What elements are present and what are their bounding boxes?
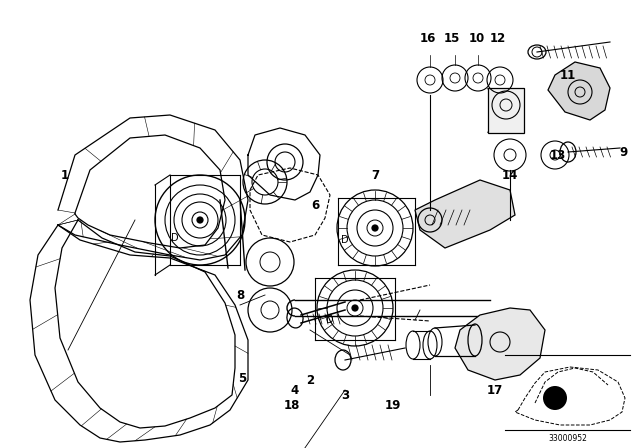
Bar [488,88,524,133]
Text: 4: 4 [291,383,299,396]
Circle shape [543,386,567,410]
Text: 1: 1 [61,168,69,181]
Circle shape [197,217,203,223]
Text: 11: 11 [560,69,576,82]
Text: 10: 10 [469,31,485,44]
Text: 6: 6 [311,198,319,211]
Text: 13: 13 [550,148,566,161]
Text: 14: 14 [502,168,518,181]
Circle shape [372,225,378,231]
Text: 16: 16 [420,31,436,44]
Text: D: D [171,233,179,243]
Text: 19: 19 [385,399,401,412]
Text: 9: 9 [619,146,627,159]
Polygon shape [415,180,515,248]
Text: 15: 15 [444,31,460,44]
Text: 7: 7 [371,168,379,181]
Polygon shape [548,62,610,120]
Text: 2: 2 [306,374,314,387]
Text: 8: 8 [236,289,244,302]
Text: 18: 18 [284,399,300,412]
Text: 17: 17 [487,383,503,396]
Text: D: D [326,315,334,325]
Polygon shape [455,308,545,380]
Text: 33000952: 33000952 [548,434,588,443]
Circle shape [352,305,358,311]
Text: 12: 12 [490,31,506,44]
Text: D: D [341,235,349,245]
Text: 5: 5 [238,371,246,384]
Text: 3: 3 [341,388,349,401]
